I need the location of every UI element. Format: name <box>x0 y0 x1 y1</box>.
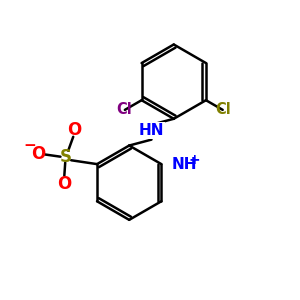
Text: HN: HN <box>139 123 164 138</box>
Text: Cl: Cl <box>116 102 132 117</box>
Text: S: S <box>60 148 72 166</box>
Text: NH: NH <box>172 157 197 172</box>
Text: Cl: Cl <box>215 102 231 117</box>
Text: +: + <box>188 153 200 167</box>
Text: −: − <box>24 139 37 154</box>
Text: O: O <box>57 175 71 193</box>
Text: O: O <box>68 121 82 139</box>
Text: O: O <box>31 145 46 163</box>
